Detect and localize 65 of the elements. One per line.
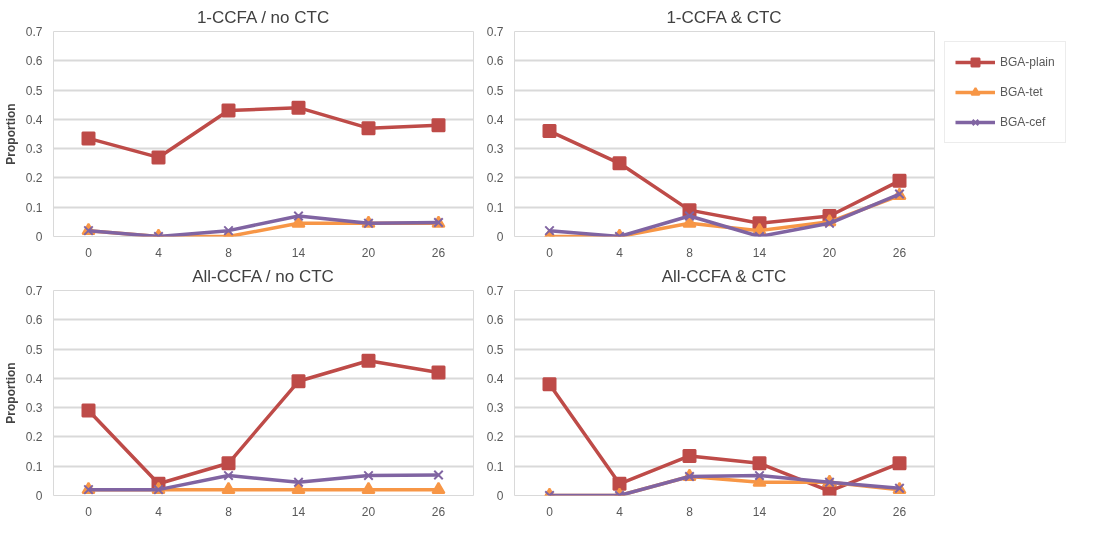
- y-tick-label: 0.2: [486, 171, 504, 186]
- y-tick-label: 0.7: [25, 25, 43, 39]
- x-tick-label: 14: [752, 504, 767, 519]
- y-tick-label: 0.2: [25, 430, 43, 445]
- chart-title: 1-CCFA & CTC: [666, 7, 782, 27]
- x-tick-label: 26: [892, 504, 907, 519]
- y-tick-label: 0.7: [486, 25, 504, 39]
- x-tick-label: 8: [225, 245, 233, 260]
- y-tick-label: 0.4: [486, 112, 504, 127]
- y-tick-label: 0.3: [486, 142, 504, 157]
- legend-label: BGA-tet: [1000, 85, 1043, 99]
- x-tick-label: 0: [546, 504, 554, 519]
- y-tick-label: 0.5: [25, 83, 43, 98]
- y-axis-title: Proportion: [3, 362, 18, 424]
- x-tick-label: 14: [291, 504, 306, 519]
- x-tick-label: 4: [155, 245, 163, 260]
- y-tick-label: 0.5: [25, 342, 43, 357]
- x-tick-label: 4: [616, 504, 624, 519]
- x-tick-label: 20: [361, 245, 376, 260]
- legend-label: BGA-cef: [1000, 115, 1046, 129]
- y-tick-label: 0: [496, 489, 504, 503]
- x-tick-label: 26: [431, 504, 446, 519]
- x-tick-label: 8: [686, 245, 694, 260]
- y-tick-label: 0.6: [25, 313, 43, 328]
- y-axis-title: Proportion: [3, 103, 18, 165]
- y-tick-label: 0.3: [25, 142, 43, 157]
- y-tick-label: 0.2: [486, 430, 504, 445]
- y-tick-label: 0.1: [25, 200, 43, 215]
- legend-label: BGA-plain: [1000, 55, 1055, 69]
- y-tick-label: 0.7: [486, 284, 504, 298]
- x-tick-label: 0: [85, 504, 93, 519]
- y-tick-label: 0.6: [486, 313, 504, 328]
- x-tick-label: 0: [85, 245, 93, 260]
- x-tick-label: 26: [892, 245, 907, 260]
- chart-title: All-CCFA / no CTC: [192, 266, 334, 286]
- chart-title: 1-CCFA / no CTC: [196, 7, 330, 27]
- y-tick-label: 0.7: [25, 284, 43, 298]
- y-tick-label: 0.6: [486, 54, 504, 69]
- y-tick-label: 0.1: [486, 200, 504, 215]
- y-tick-label: 0.4: [25, 371, 43, 386]
- y-tick-label: 0.4: [25, 112, 43, 127]
- y-tick-label: 0.6: [25, 54, 43, 69]
- y-tick-label: 0.1: [25, 459, 43, 474]
- x-tick-label: 14: [291, 245, 306, 260]
- y-tick-label: 0.5: [486, 342, 504, 357]
- y-tick-label: 0.2: [25, 171, 43, 186]
- y-tick-label: 0: [35, 489, 43, 503]
- y-tick-label: 0: [35, 230, 43, 244]
- x-tick-label: 26: [431, 245, 446, 260]
- y-tick-label: 0.1: [486, 459, 504, 474]
- x-tick-label: 20: [822, 504, 837, 519]
- x-tick-label: 8: [225, 504, 233, 519]
- y-tick-label: 0.3: [486, 401, 504, 416]
- y-tick-label: 0: [496, 230, 504, 244]
- y-tick-label: 0.5: [486, 83, 504, 98]
- x-tick-label: 20: [822, 245, 837, 260]
- chart-title: All-CCFA & CTC: [661, 266, 787, 286]
- y-tick-label: 0.3: [25, 401, 43, 416]
- x-tick-label: 8: [686, 504, 694, 519]
- x-tick-label: 4: [155, 504, 163, 519]
- x-tick-label: 0: [546, 245, 554, 260]
- x-tick-label: 20: [361, 504, 376, 519]
- x-tick-label: 14: [752, 245, 767, 260]
- x-tick-label: 4: [616, 245, 624, 260]
- y-tick-label: 0.4: [486, 371, 504, 386]
